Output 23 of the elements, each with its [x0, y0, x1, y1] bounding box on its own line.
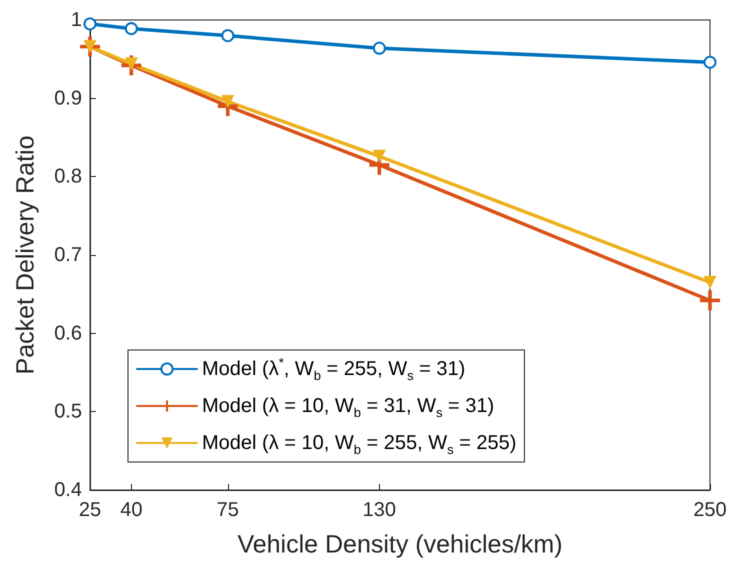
x-tick-label: 250 — [693, 499, 727, 521]
x-axis-title: Vehicle Density (vehicles/km) — [237, 530, 563, 558]
x-tick-label: 130 — [362, 499, 396, 521]
point — [704, 56, 716, 69]
y-axis-title: Packet Delivery Ratio — [12, 136, 40, 374]
point — [704, 276, 716, 289]
x-tick-label: 75 — [216, 499, 239, 521]
y-tick-label: 0.8 — [54, 166, 82, 188]
y-tick-label: 0.6 — [54, 322, 82, 344]
point — [221, 94, 234, 108]
point — [700, 290, 720, 310]
y-tick-label: 0.4 — [54, 479, 82, 501]
y-tick-label: 0.5 — [54, 400, 82, 423]
point — [372, 42, 386, 55]
y-tick-label: 1 — [70, 9, 82, 31]
y-tick-label: 0.9 — [54, 87, 82, 110]
point — [124, 22, 138, 36]
point — [84, 17, 96, 30]
x-tick-label: 25 — [78, 499, 102, 521]
point — [221, 29, 234, 42]
point — [372, 150, 386, 163]
x-tick-label: 40 — [120, 499, 142, 521]
y-tick-label: 0.7 — [54, 244, 82, 266]
